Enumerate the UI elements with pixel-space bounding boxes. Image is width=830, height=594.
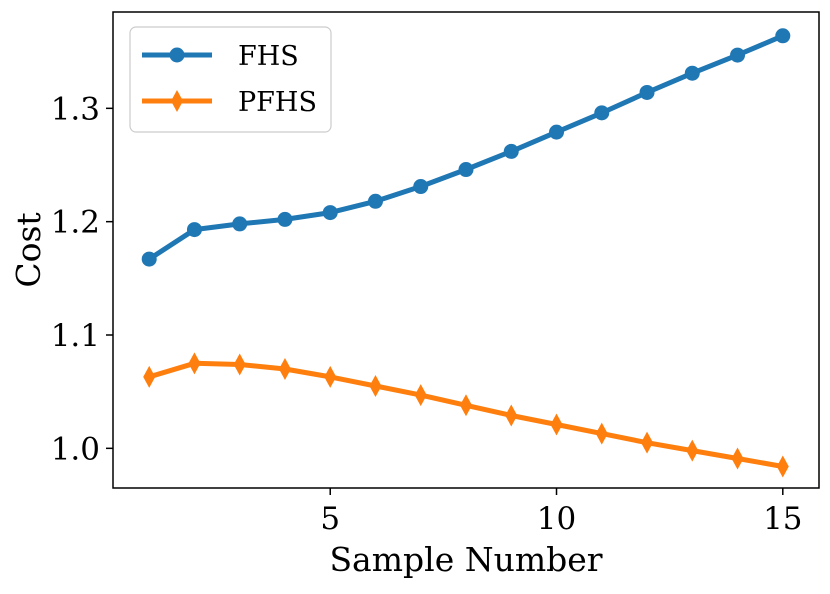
data-point-pfhs [776,455,789,478]
data-point-fhs [730,47,746,63]
data-point-pfhs [414,384,427,407]
data-point-fhs [549,124,565,140]
data-point-fhs [141,251,157,267]
y-tick-label: 1.3 [51,91,100,127]
data-point-fhs [186,222,202,238]
data-point-pfhs [505,404,518,427]
legend-marker-pfhs [171,90,183,112]
data-point-pfhs [143,365,156,388]
data-point-fhs [413,179,429,195]
data-point-fhs [775,28,791,44]
data-point-pfhs [188,352,201,375]
x-axis-label: Sample Number [329,540,602,579]
y-axis-ticks: 1.0 1.1 1.2 1.3 [51,91,113,467]
x-tick-label: 5 [320,501,340,537]
data-point-pfhs [324,365,337,388]
data-point-fhs [232,216,248,232]
data-point-pfhs [278,358,291,380]
data-point-pfhs [731,447,744,470]
x-axis-ticks: 5 10 15 [320,488,803,537]
y-tick-label: 1.1 [51,318,100,354]
data-point-fhs [322,205,338,221]
data-point-fhs [367,193,383,209]
data-point-fhs [458,162,474,178]
data-point-fhs [594,105,610,121]
legend-label-fhs: FHS [238,41,299,72]
y-tick-label: 1.2 [51,205,100,241]
data-point-fhs [684,65,700,81]
data-point-pfhs [686,439,699,462]
x-tick-label: 15 [763,501,802,537]
data-point-pfhs [233,353,246,376]
data-point-fhs [639,84,655,100]
y-axis-label: Cost [9,212,48,287]
data-point-pfhs [369,375,382,397]
plot-frame [112,11,820,489]
series-layer [141,28,791,478]
data-point-pfhs [641,431,654,454]
data-point-fhs [503,143,519,159]
data-point-pfhs [550,413,563,436]
legend-marker-fhs [169,47,185,63]
x-tick-label: 10 [537,501,576,537]
y-tick-label: 1.0 [51,431,100,467]
legend-label-pfhs: PFHS [238,87,317,118]
data-point-pfhs [460,394,472,417]
data-point-pfhs [595,422,608,445]
data-point-fhs [277,211,293,227]
legend: FHS PFHS [129,26,332,133]
